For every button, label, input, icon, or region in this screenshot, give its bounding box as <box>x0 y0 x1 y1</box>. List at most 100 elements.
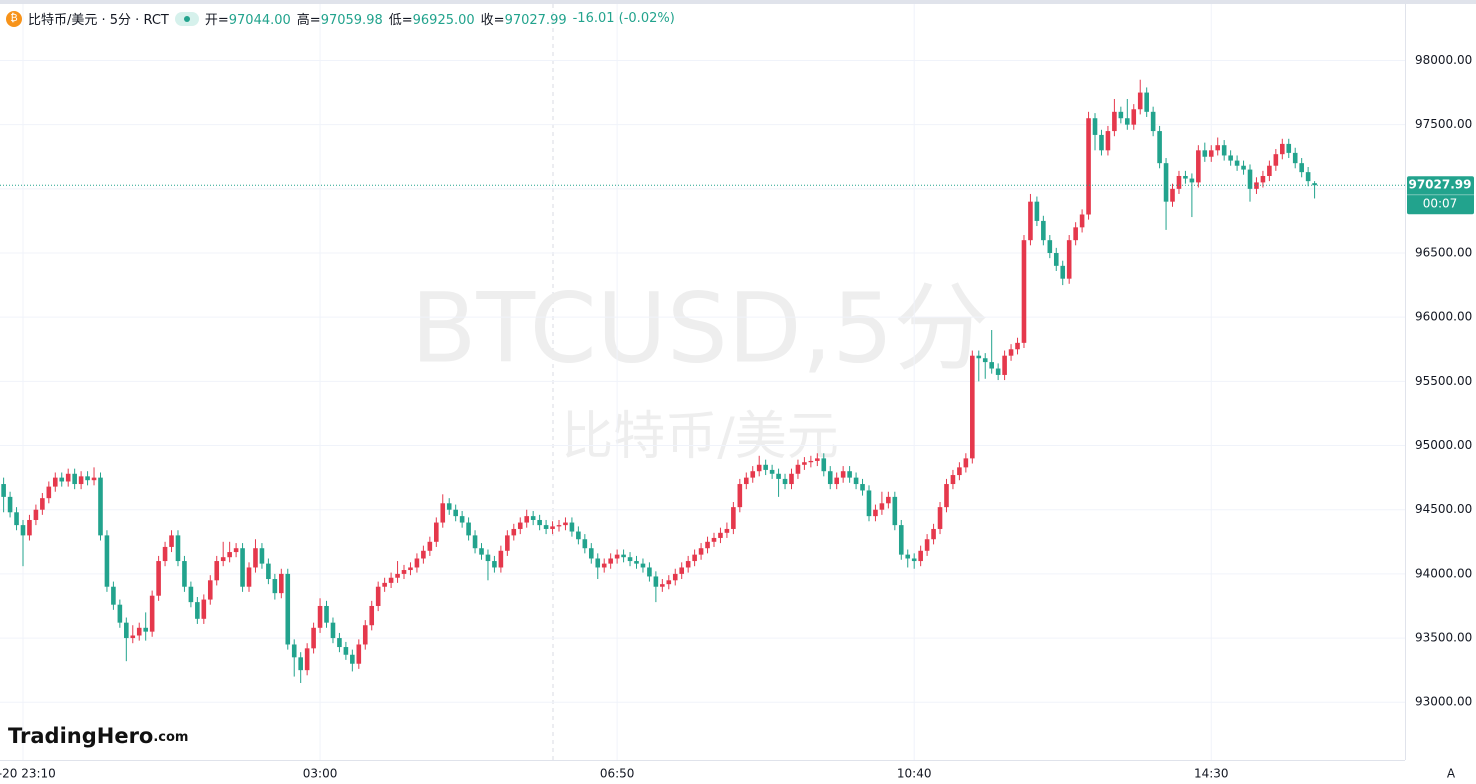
candle-body <box>311 627 316 649</box>
candle-body <box>317 605 323 628</box>
candle-body <box>207 580 213 600</box>
candle-body <box>918 550 923 562</box>
candle-body <box>1041 220 1046 241</box>
candle-body <box>285 573 291 645</box>
candle-body <box>1189 178 1195 183</box>
candle-body <box>860 484 865 491</box>
countdown-label: 00:07 <box>1423 197 1458 211</box>
candle-body <box>995 368 1001 375</box>
candle-body <box>563 522 568 526</box>
candle-body <box>756 464 762 472</box>
candle-body <box>821 458 827 472</box>
candle-body <box>240 548 245 587</box>
candle-body <box>1267 165 1272 176</box>
candle-body <box>408 567 413 571</box>
candle-body <box>608 558 613 564</box>
candle-body <box>279 573 284 594</box>
open-value: 97044.00 <box>228 13 291 28</box>
y-tick-label: 94000.00 <box>1415 566 1472 580</box>
candle-body <box>705 541 710 549</box>
candle-body <box>647 567 652 577</box>
candle-body <box>1002 355 1007 375</box>
candle-body <box>1092 118 1098 135</box>
candle-body <box>1208 150 1214 157</box>
candle-body <box>259 548 265 564</box>
candle-body <box>517 522 523 529</box>
candle-body <box>543 525 549 529</box>
candle-body <box>931 528 936 540</box>
candle-body <box>1066 240 1072 279</box>
candle-body <box>362 625 368 645</box>
candle-body <box>924 539 930 551</box>
candle-body <box>530 516 536 520</box>
candle-body <box>40 498 45 510</box>
candle-body <box>246 567 252 587</box>
x-tick-label: 06:50 <box>600 767 635 781</box>
candle-body <box>827 471 833 485</box>
candle-body <box>111 586 116 605</box>
candle-body <box>220 557 226 562</box>
candle-body <box>1241 165 1246 170</box>
candle-body <box>711 537 717 542</box>
candle-body <box>582 539 588 549</box>
candle-body <box>434 522 439 542</box>
candle-body <box>369 605 375 626</box>
top-border <box>0 0 1476 4</box>
x-tick-label: 14:30 <box>1194 767 1229 781</box>
candle-body <box>886 496 891 504</box>
y-tick-label: 96000.00 <box>1415 310 1472 324</box>
ohlc-high: 高=97059.98 <box>297 9 383 28</box>
y-tick-label: 95500.00 <box>1415 374 1472 388</box>
candle-body <box>724 528 730 533</box>
candle-body <box>1273 154 1279 166</box>
candle-body <box>1079 214 1085 228</box>
candle-body <box>182 561 187 587</box>
high-label: 高= <box>296 13 321 28</box>
candle-body <box>440 503 446 523</box>
candle-body <box>356 644 362 664</box>
candle-body <box>253 548 258 568</box>
candle-body <box>52 477 58 487</box>
candle-body <box>136 627 142 636</box>
candle-body <box>59 477 65 482</box>
candle-body <box>1008 349 1014 356</box>
y-tick-label: 93000.00 <box>1415 695 1472 709</box>
last-price-label: 97027.99 <box>1408 178 1471 192</box>
candle-body <box>505 535 510 551</box>
low-value: 96925.00 <box>412 13 475 28</box>
candle-body <box>98 477 103 536</box>
candle-body <box>1086 118 1091 215</box>
candle-body <box>731 507 736 529</box>
candle-body <box>453 509 458 517</box>
candle-body <box>330 622 336 639</box>
candle-body <box>1157 131 1162 164</box>
candle-body <box>375 586 381 606</box>
candle-body <box>1279 143 1285 155</box>
candle-body <box>1228 155 1233 161</box>
candle-body <box>1215 145 1221 151</box>
candle-body <box>1060 265 1066 279</box>
x-tick-label: 1-20 23:10 <box>0 767 56 781</box>
candle-body <box>763 464 768 470</box>
candle-body <box>72 473 77 485</box>
candle-body <box>1221 145 1227 156</box>
candle-body <box>892 496 898 526</box>
coin-icon: ₿ <box>6 10 22 27</box>
candle-body <box>169 535 174 547</box>
candle-body <box>91 477 97 481</box>
candle-body <box>970 355 975 459</box>
candle-body <box>149 595 155 632</box>
candle-body <box>795 464 801 474</box>
candle-body <box>802 462 807 465</box>
candle-body <box>666 580 672 585</box>
last-price-box <box>1407 176 1474 215</box>
candle-body <box>1170 188 1175 202</box>
candle-body <box>1021 240 1027 343</box>
candle-body <box>1047 240 1053 254</box>
high-value: 97059.98 <box>320 13 383 28</box>
y-tick-label: 98000.00 <box>1415 53 1472 67</box>
close-label: 收= <box>480 13 505 28</box>
auto-scale-label[interactable]: A <box>1447 767 1456 781</box>
auto-scale-button[interactable] <box>1440 764 1462 782</box>
